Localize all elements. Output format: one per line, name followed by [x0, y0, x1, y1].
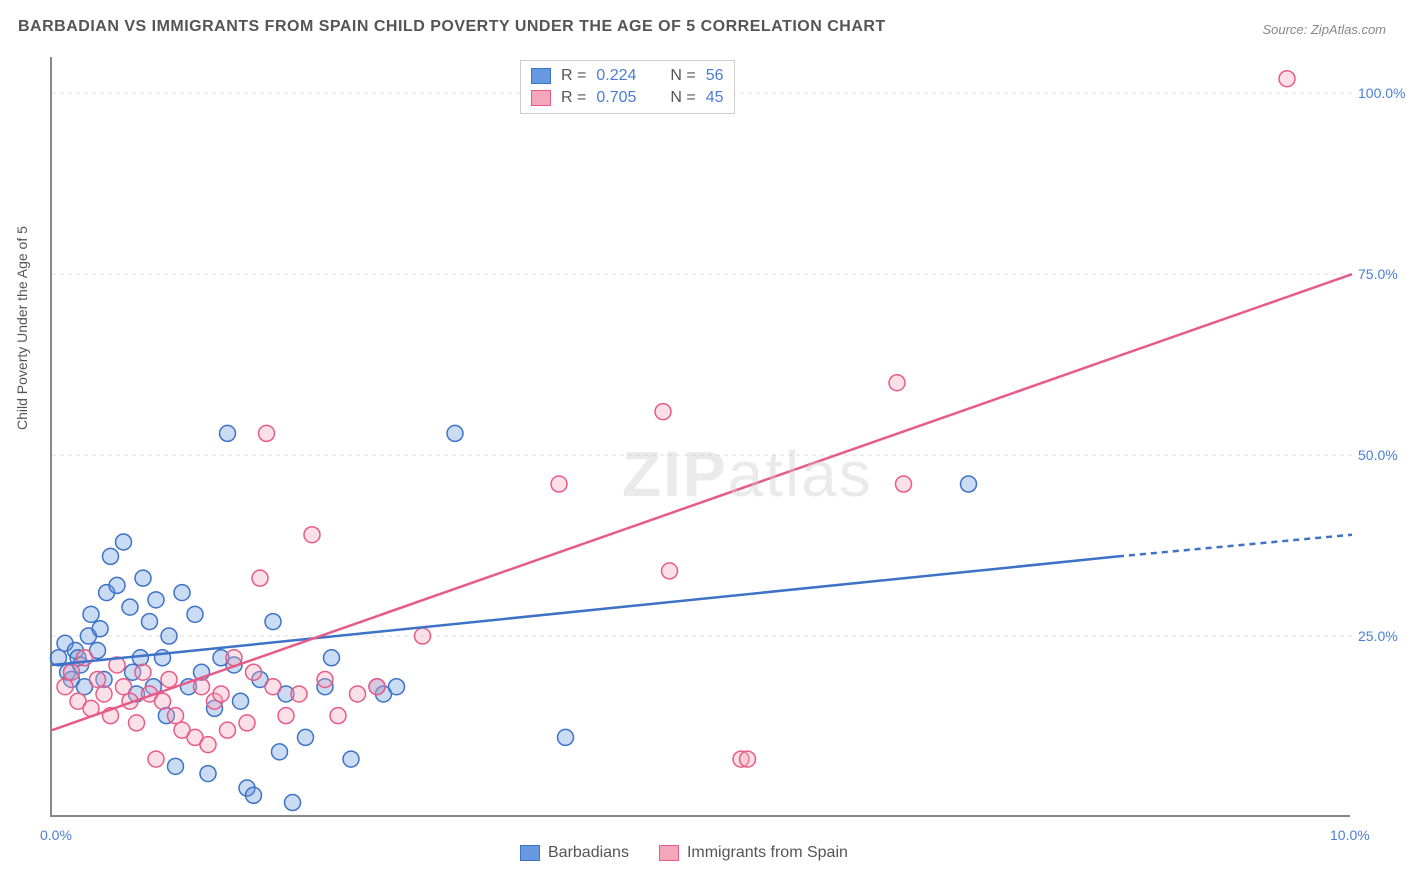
trend-line — [52, 556, 1118, 665]
x-tick-label: 10.0% — [1330, 827, 1370, 843]
scatter-point — [148, 592, 164, 608]
scatter-point — [1279, 71, 1295, 87]
scatter-point — [655, 404, 671, 420]
scatter-point — [200, 766, 216, 782]
scatter-point — [298, 729, 314, 745]
scatter-point — [889, 375, 905, 391]
scatter-point — [109, 577, 125, 593]
r-label: R = — [561, 67, 586, 85]
scatter-point — [259, 425, 275, 441]
n-label: N = — [670, 89, 695, 107]
scatter-point — [252, 570, 268, 586]
scatter-point — [142, 614, 158, 630]
series-legend-item: Immigrants from Spain — [659, 844, 848, 862]
series-legend-item: Barbadians — [520, 844, 629, 862]
scatter-svg — [52, 57, 1350, 815]
legend-swatch — [659, 845, 679, 861]
r-label: R = — [561, 89, 586, 107]
legend-swatch — [520, 845, 540, 861]
scatter-point — [239, 715, 255, 731]
n-value: 45 — [706, 89, 724, 107]
scatter-point — [350, 686, 366, 702]
scatter-point — [155, 693, 171, 709]
scatter-point — [83, 606, 99, 622]
scatter-point — [129, 715, 145, 731]
scatter-point — [447, 425, 463, 441]
correlation-legend-row: R = 0.224 N = 56 — [531, 65, 724, 87]
scatter-point — [116, 534, 132, 550]
scatter-point — [551, 476, 567, 492]
chart-title: BARBADIAN VS IMMIGRANTS FROM SPAIN CHILD… — [18, 18, 886, 36]
scatter-point — [233, 693, 249, 709]
series-name: Immigrants from Spain — [687, 844, 848, 862]
scatter-point — [415, 628, 431, 644]
scatter-point — [220, 425, 236, 441]
scatter-point — [187, 606, 203, 622]
legend-swatch — [531, 90, 551, 106]
scatter-point — [246, 664, 262, 680]
scatter-point — [122, 599, 138, 615]
scatter-point — [317, 671, 333, 687]
scatter-point — [558, 729, 574, 745]
scatter-point — [304, 527, 320, 543]
scatter-point — [278, 708, 294, 724]
scatter-point — [116, 679, 132, 695]
scatter-point — [389, 679, 405, 695]
scatter-point — [662, 563, 678, 579]
scatter-point — [161, 671, 177, 687]
scatter-point — [103, 548, 119, 564]
scatter-point — [285, 795, 301, 811]
trend-line-extrapolated — [1118, 535, 1352, 557]
scatter-point — [174, 585, 190, 601]
y-axis-label: Child Poverty Under the Age of 5 — [14, 226, 30, 430]
scatter-point — [168, 708, 184, 724]
scatter-point — [168, 758, 184, 774]
scatter-point — [896, 476, 912, 492]
y-tick-label: 25.0% — [1358, 628, 1398, 644]
scatter-point — [57, 679, 73, 695]
x-tick-label: 0.0% — [40, 827, 72, 843]
scatter-point — [161, 628, 177, 644]
scatter-point — [330, 708, 346, 724]
correlation-legend: R = 0.224 N = 56 R = 0.705 N = 45 — [520, 60, 735, 114]
scatter-point — [135, 664, 151, 680]
scatter-point — [194, 679, 210, 695]
scatter-point — [291, 686, 307, 702]
correlation-legend-row: R = 0.705 N = 45 — [531, 87, 724, 109]
scatter-point — [265, 679, 281, 695]
trend-line — [52, 274, 1352, 730]
r-value: 0.224 — [596, 67, 636, 85]
scatter-point — [740, 751, 756, 767]
scatter-point — [369, 679, 385, 695]
scatter-point — [343, 751, 359, 767]
series-legend: Barbadians Immigrants from Spain — [520, 844, 848, 862]
n-label: N = — [670, 67, 695, 85]
series-name: Barbadians — [548, 844, 629, 862]
scatter-point — [148, 751, 164, 767]
scatter-point — [272, 744, 288, 760]
scatter-point — [213, 686, 229, 702]
y-tick-label: 50.0% — [1358, 447, 1398, 463]
scatter-point — [324, 650, 340, 666]
source-attribution: Source: ZipAtlas.com — [1262, 22, 1386, 37]
scatter-point — [92, 621, 108, 637]
plot-area: ZIPatlas — [50, 57, 1350, 817]
y-tick-label: 75.0% — [1358, 266, 1398, 282]
y-tick-label: 100.0% — [1358, 85, 1405, 101]
scatter-point — [135, 570, 151, 586]
scatter-point — [220, 722, 236, 738]
scatter-point — [961, 476, 977, 492]
scatter-point — [90, 671, 106, 687]
scatter-point — [96, 686, 112, 702]
legend-swatch — [531, 68, 551, 84]
scatter-point — [246, 787, 262, 803]
scatter-point — [265, 614, 281, 630]
scatter-point — [64, 664, 80, 680]
n-value: 56 — [706, 67, 724, 85]
r-value: 0.705 — [596, 89, 636, 107]
scatter-point — [200, 737, 216, 753]
